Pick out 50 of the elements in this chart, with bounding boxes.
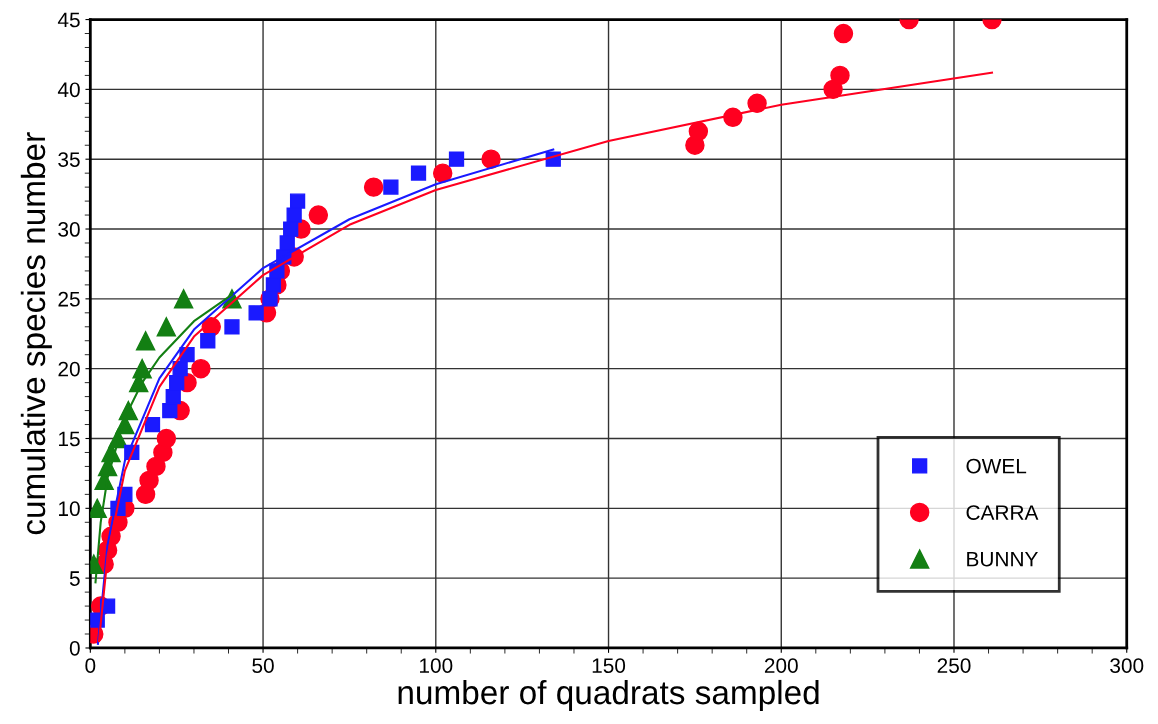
x-tick-label: 50 bbox=[252, 658, 274, 673]
point bbox=[410, 165, 427, 181]
point bbox=[191, 358, 211, 379]
y-tick-label: 25 bbox=[58, 291, 80, 307]
x-tick-label: 100 bbox=[420, 658, 453, 673]
point bbox=[224, 319, 240, 335]
legend-label: CARRA bbox=[966, 505, 1039, 520]
y-tick-label: 40 bbox=[57, 82, 80, 98]
point bbox=[833, 23, 854, 44]
x-tick-label: 300 bbox=[1110, 658, 1144, 673]
point bbox=[169, 375, 185, 391]
x-tick-label: 200 bbox=[764, 658, 798, 673]
point bbox=[308, 205, 329, 225]
point bbox=[688, 121, 709, 141]
x-tick-label: 250 bbox=[937, 658, 971, 673]
y-tick-label: 15 bbox=[59, 431, 80, 447]
y-tick-label: 30 bbox=[58, 222, 80, 237]
point bbox=[162, 402, 178, 419]
legend-label: BUNNY bbox=[967, 551, 1038, 567]
point bbox=[283, 221, 299, 237]
x-axis-title: number of quadrats sampled bbox=[398, 679, 819, 711]
point bbox=[383, 179, 399, 195]
point bbox=[279, 235, 295, 251]
point bbox=[830, 65, 850, 86]
y-tick-label: 45 bbox=[57, 12, 80, 28]
point bbox=[481, 149, 501, 169]
point bbox=[248, 305, 264, 321]
y-axis-title: cumulative species number bbox=[20, 132, 52, 535]
point bbox=[156, 317, 177, 337]
point bbox=[448, 151, 465, 167]
y-tick-label: 35 bbox=[58, 152, 80, 167]
point bbox=[200, 333, 216, 349]
point bbox=[286, 207, 302, 223]
point bbox=[165, 388, 181, 405]
x-tick-label: 0 bbox=[85, 658, 96, 673]
y-tick-label: 5 bbox=[69, 571, 80, 586]
point bbox=[156, 428, 177, 449]
point bbox=[144, 416, 161, 433]
point bbox=[173, 289, 194, 309]
point bbox=[265, 277, 282, 293]
y-tick-label: 10 bbox=[59, 501, 80, 517]
y-tick-label: 0 bbox=[69, 640, 80, 656]
point bbox=[363, 177, 384, 197]
legend-label: OWEL bbox=[966, 458, 1027, 474]
point bbox=[135, 331, 156, 351]
point bbox=[289, 193, 306, 209]
x-tick-label: 150 bbox=[592, 658, 626, 673]
point bbox=[432, 163, 453, 183]
y-tick-label: 20 bbox=[58, 361, 80, 377]
point bbox=[132, 358, 152, 379]
